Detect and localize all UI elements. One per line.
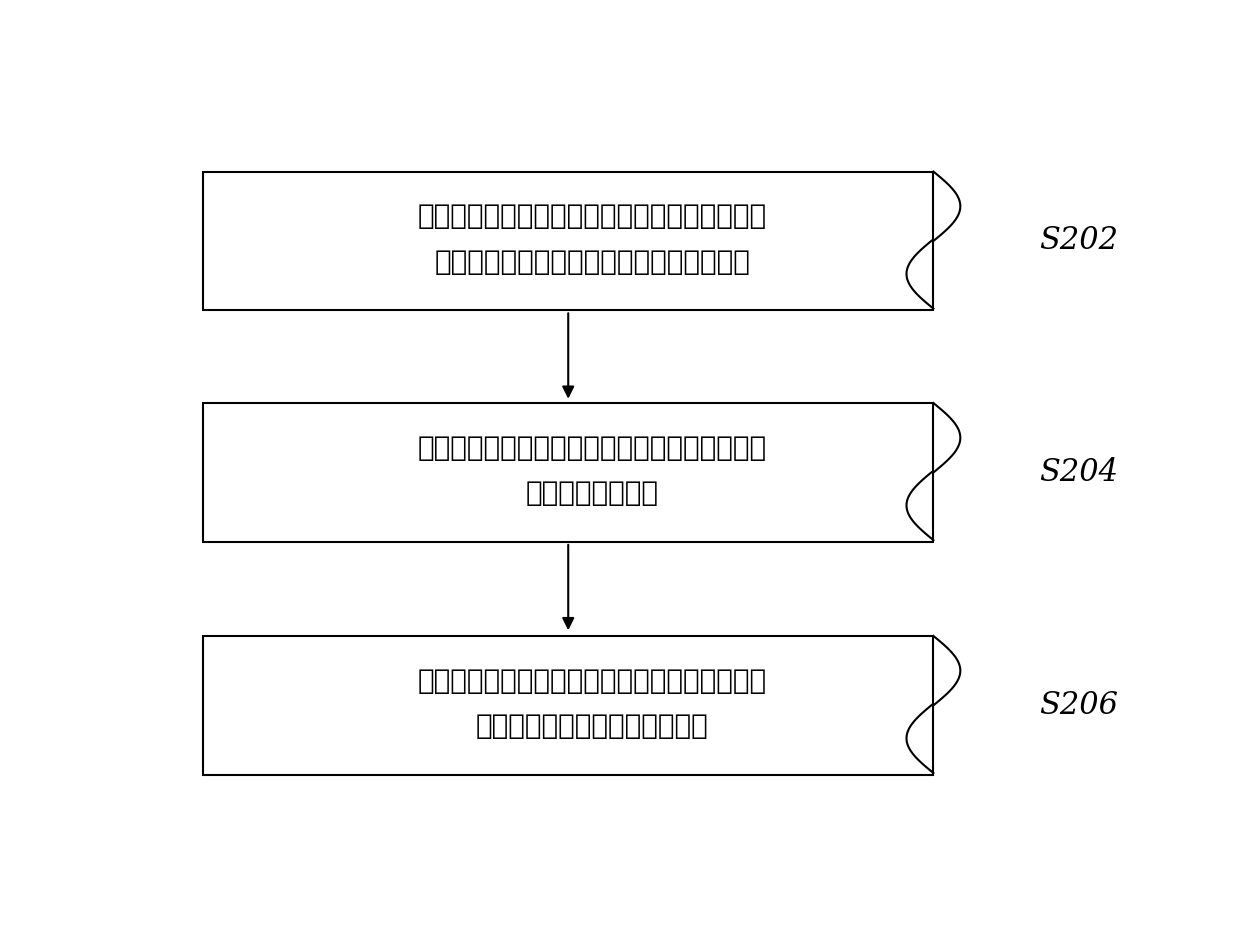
Text: 对于每个指定图像数据，生成与指定图像数据对
应的图像处理任务: 对于每个指定图像数据，生成与指定图像数据对 应的图像处理任务 xyxy=(418,434,766,508)
FancyBboxPatch shape xyxy=(203,403,934,542)
FancyBboxPatch shape xyxy=(203,171,934,311)
Text: 按照接收的时间顺序对接收的卫星遥感图像数据
进行分段，得到分段后的多个指定图像数据: 按照接收的时间顺序对接收的卫星遥感图像数据 进行分段，得到分段后的多个指定图像数… xyxy=(418,203,766,276)
Text: 按照当前所处的时间段，执行与当前所处时间段
对应的一个或多个图像处理任务: 按照当前所处的时间段，执行与当前所处时间段 对应的一个或多个图像处理任务 xyxy=(418,667,766,740)
FancyBboxPatch shape xyxy=(203,635,934,775)
Text: S206: S206 xyxy=(1039,690,1118,722)
Text: S202: S202 xyxy=(1039,225,1118,256)
Text: S204: S204 xyxy=(1039,457,1118,487)
